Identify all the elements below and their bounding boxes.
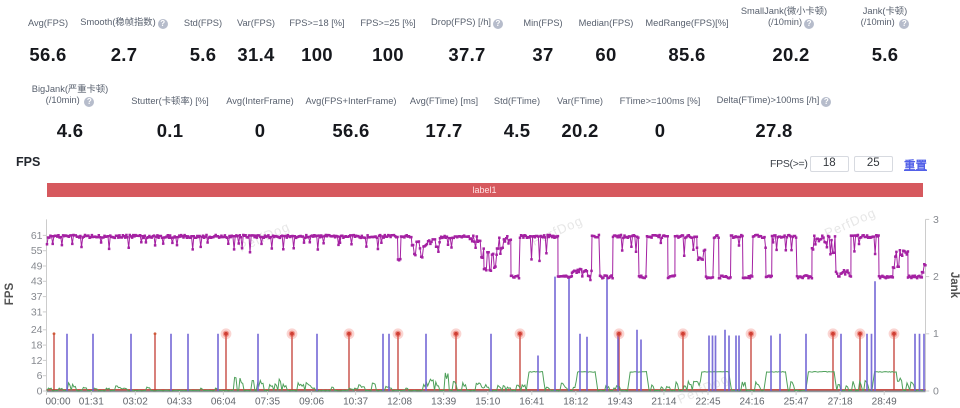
svg-text:24:16: 24:16: [739, 397, 764, 408]
svg-text:1: 1: [933, 328, 939, 340]
svg-text:0: 0: [37, 385, 43, 397]
svg-text:37: 37: [31, 291, 43, 303]
svg-text:3: 3: [933, 214, 939, 226]
svg-text:0: 0: [933, 385, 939, 397]
svg-text:2: 2: [933, 271, 939, 283]
svg-text:18: 18: [31, 340, 43, 352]
svg-text:12:08: 12:08: [387, 397, 412, 408]
svg-text:28:49: 28:49: [872, 397, 897, 408]
svg-text:13:39: 13:39: [431, 397, 456, 408]
svg-text:22:45: 22:45: [695, 397, 720, 408]
svg-text:10:37: 10:37: [343, 397, 368, 408]
svg-text:27:18: 27:18: [828, 397, 853, 408]
svg-text:04:33: 04:33: [167, 397, 192, 408]
svg-text:55: 55: [31, 245, 43, 257]
svg-text:06:04: 06:04: [211, 397, 236, 408]
svg-text:07:35: 07:35: [255, 397, 280, 408]
svg-text:21:14: 21:14: [651, 397, 676, 408]
svg-text:61: 61: [31, 230, 43, 242]
svg-text:FPS: FPS: [4, 282, 16, 305]
svg-text:49: 49: [31, 260, 43, 272]
svg-text:43: 43: [31, 276, 43, 288]
svg-text:16:41: 16:41: [519, 397, 544, 408]
svg-text:18:12: 18:12: [563, 397, 588, 408]
svg-text:00:00: 00:00: [45, 397, 70, 408]
svg-text:03:02: 03:02: [123, 397, 148, 408]
svg-text:12: 12: [31, 355, 43, 367]
svg-text:15:10: 15:10: [475, 397, 500, 408]
svg-text:6: 6: [37, 370, 43, 382]
svg-text:19:43: 19:43: [607, 397, 632, 408]
svg-text:PerfDog: PerfDog: [529, 213, 585, 249]
svg-text:01:31: 01:31: [79, 397, 104, 408]
svg-text:25:47: 25:47: [784, 397, 809, 408]
svg-text:09:06: 09:06: [299, 397, 324, 408]
svg-text:24: 24: [31, 324, 43, 336]
svg-text:31: 31: [31, 306, 43, 318]
svg-text:Jank: Jank: [948, 272, 960, 299]
